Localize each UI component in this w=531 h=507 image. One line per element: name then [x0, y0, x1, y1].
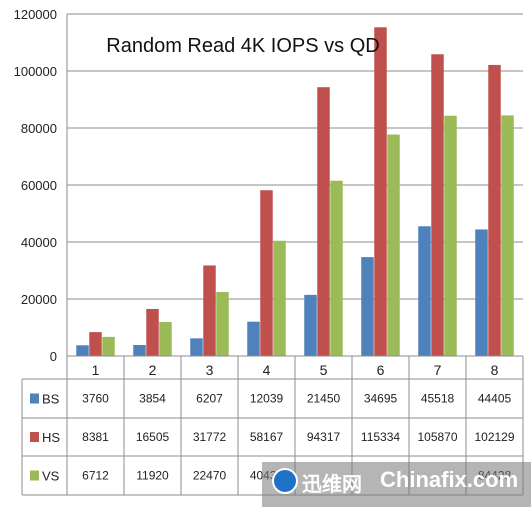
watermark-chinese-text: 迅维网 [302, 472, 362, 496]
data-table-cell: 22470 [193, 469, 227, 483]
bar-vs [159, 322, 172, 356]
bar-hs [146, 308, 159, 356]
bar-hs [260, 190, 273, 356]
bar-hs [203, 265, 216, 356]
watermark: 迅维网 Chinafix.com [262, 462, 531, 507]
bar-vs [102, 336, 115, 356]
data-table-cell: 12039 [250, 392, 284, 406]
y-tick-label: 0 [50, 349, 57, 364]
data-table-cell: 3854 [139, 392, 166, 406]
bar-hs [89, 332, 102, 356]
y-tick-label: 120000 [14, 7, 57, 22]
bar-bs [304, 294, 317, 356]
y-tick-label: 20000 [21, 292, 57, 307]
bar-hs [431, 54, 444, 356]
legend-label-hs: HS [42, 430, 60, 445]
data-table-cell: 58167 [250, 430, 284, 444]
data-table-cell: 102129 [474, 430, 514, 444]
x-category-label: 5 [320, 362, 328, 378]
x-category-label: 4 [263, 362, 271, 378]
bar-vs [387, 134, 400, 356]
x-category-label: 7 [434, 362, 442, 378]
bars [76, 27, 514, 357]
bar-hs [374, 27, 387, 357]
legend-key-vs [30, 470, 39, 481]
bar-bs [361, 257, 374, 356]
data-table-cell: 6207 [196, 392, 223, 406]
data-table-cell: 115334 [361, 430, 400, 444]
y-tick-label: 100000 [14, 64, 57, 79]
y-tick-label: 80000 [21, 121, 57, 136]
x-category-label: 3 [206, 362, 214, 378]
bar-hs [317, 87, 330, 357]
x-category-label: 2 [149, 362, 157, 378]
bar-bs [475, 229, 488, 356]
bar-vs [216, 291, 229, 356]
legend-label-bs: BS [42, 392, 60, 407]
x-category-label: 8 [491, 362, 499, 378]
data-table-cell: 6712 [82, 469, 109, 483]
data-table-cell: 34695 [364, 392, 398, 406]
data-table-cell: 105870 [417, 430, 457, 444]
watermark-logo-icon [272, 468, 298, 494]
y-tick-label: 60000 [21, 178, 57, 193]
axes: 0 20000 40000 60000 80000 100000 120000 [14, 7, 68, 364]
watermark-english-text: Chinafix.com [380, 467, 519, 492]
bar-bs [247, 321, 260, 356]
bar-vs [273, 240, 286, 356]
bar-bs [76, 345, 89, 356]
bar-bs [190, 338, 203, 356]
bar-bs [418, 226, 431, 356]
data-table-cell: 94317 [307, 430, 341, 444]
bar-vs [501, 115, 514, 356]
bar-bs [133, 345, 146, 356]
x-category-label: 6 [377, 362, 385, 378]
data-table-cell: 45518 [421, 392, 455, 406]
data-table-cell: 8381 [82, 430, 109, 444]
data-table-cell: 11920 [136, 469, 169, 483]
bar-hs [488, 64, 501, 357]
legend-label-vs: VS [42, 469, 60, 484]
legend-key-hs [30, 432, 39, 442]
data-table-cell: 3760 [82, 392, 109, 406]
bar-vs [444, 115, 457, 357]
data-table: 1 2 3 4 5 6 7 8 BS 3760 3854 6207 12039 21450 34695 455… [21, 355, 524, 496]
y-tick-label: 40000 [21, 235, 57, 250]
data-table-cell: 21450 [307, 392, 341, 406]
legend-key-bs [30, 393, 39, 404]
chart-title: Random Read 4K IOPS vs QD [106, 35, 379, 57]
data-table-cell: 44405 [478, 392, 512, 406]
data-table-cell: 31772 [193, 430, 227, 444]
data-table-cell: 16505 [136, 430, 170, 444]
bar-vs [330, 180, 343, 356]
x-category-label: 1 [92, 362, 100, 378]
